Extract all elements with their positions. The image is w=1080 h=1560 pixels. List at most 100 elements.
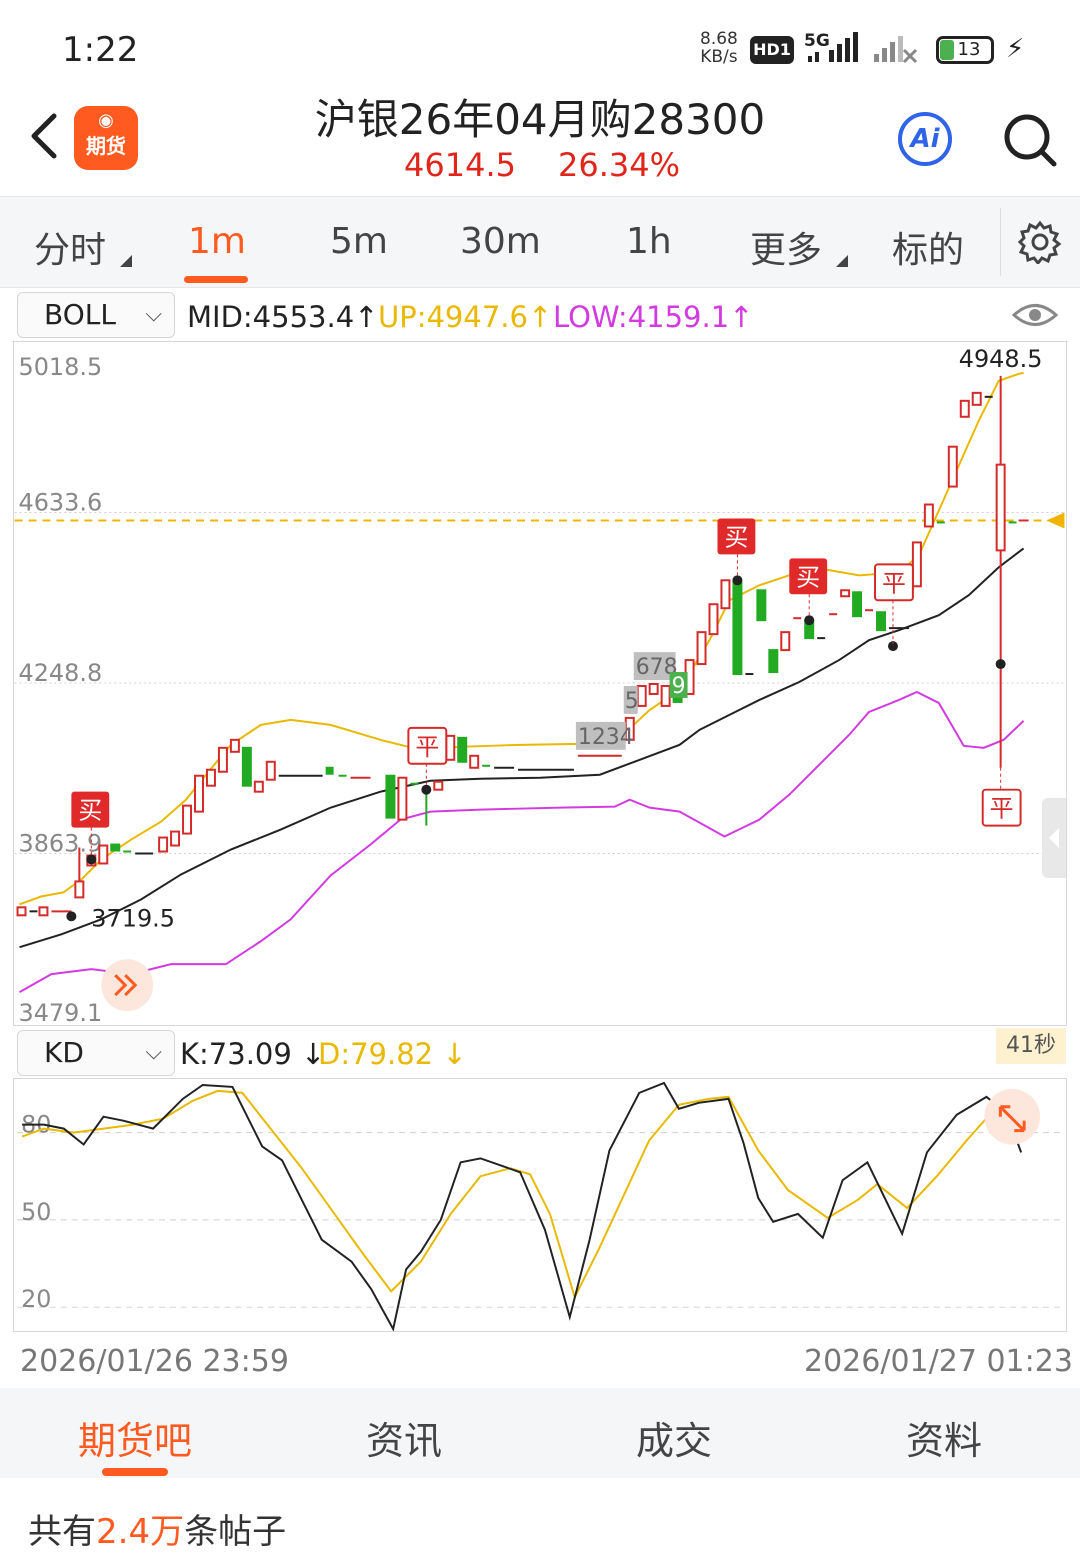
charging-icon: ⚡ [1006, 34, 1025, 64]
close-signal-badge [874, 563, 914, 602]
network-speed-unit: KB/s [700, 47, 738, 67]
candle [959, 399, 970, 418]
candle [720, 579, 731, 610]
sequence-label-bg [623, 685, 638, 714]
sequence-label: 1234 [578, 725, 634, 750]
sequence-label-bg [669, 672, 688, 698]
candle [445, 734, 456, 761]
change-percent: 26.34% [558, 146, 681, 184]
sequence-label: 9 [672, 674, 686, 699]
timeshare-dropdown-icon [120, 255, 132, 267]
ai-assistant-button[interactable]: Ai [898, 112, 952, 166]
back-arrow-icon[interactable] [24, 110, 64, 162]
period-tab-bar: 分时 1m 5m 30m 1h 更多 标的 [0, 196, 1080, 288]
close-signal-text: 平 [990, 795, 1014, 823]
kd-axis-label: 50 [21, 1198, 51, 1226]
tab-divider [1000, 208, 1001, 276]
kd-d-value: D:79.82 ↓ [318, 1037, 467, 1071]
low-price-label: 3719.5 [91, 904, 175, 932]
buy-signal-text: 买 [724, 523, 748, 551]
candle [923, 503, 934, 528]
candle [385, 774, 396, 819]
buy-signal-text: 买 [796, 563, 820, 591]
current-price-marker [1046, 512, 1065, 529]
chevron-left-icon [1049, 828, 1059, 848]
candle [98, 844, 109, 865]
signal-dots [66, 575, 1006, 922]
more-dropdown-icon [836, 255, 848, 267]
search-icon[interactable] [1002, 112, 1058, 168]
high-price-label: 4948.5 [959, 345, 1043, 373]
candle [158, 836, 169, 853]
chevron-down-icon: ⌵ [145, 1040, 162, 1065]
price-axis-label: 3863.9 [19, 830, 103, 858]
post-count-prefix: 共有 [28, 1512, 96, 1552]
tab-underlying[interactable]: 标的 [892, 230, 965, 271]
candle [708, 603, 719, 636]
candle [648, 683, 659, 695]
current-price: 4614.5 [404, 146, 516, 184]
candle [696, 631, 707, 666]
candle [253, 780, 264, 793]
page-title: 沪银26年04月购28300 [314, 95, 766, 144]
buy-signal-badge [789, 558, 828, 595]
candle [16, 906, 27, 917]
candle [433, 780, 444, 791]
kd-k-line [22, 1081, 1023, 1331]
candle [768, 649, 779, 674]
post-count: 共有2.4万条帖子 [28, 1504, 286, 1553]
logo-text: 期货 [86, 134, 126, 158]
bottom-tab-bar: 期货吧 资讯 成交 资料 [0, 1388, 1080, 1478]
battery-level [940, 40, 954, 60]
candle [947, 445, 958, 488]
close-signal-badge [407, 726, 448, 765]
tab-news[interactable]: 资讯 [366, 1419, 443, 1463]
boll-mid-line [19, 547, 1025, 949]
candle [469, 754, 480, 769]
candlestick-chart[interactable]: 5018.5 4633.6 4248.8 3863.9 3479.1 [13, 341, 1067, 1026]
main-indicator-select[interactable]: BOLL ⌵ [17, 292, 175, 338]
tab-timeshare[interactable]: 分时 [34, 230, 107, 271]
close-signal-badge [981, 788, 1022, 827]
candle [325, 766, 334, 775]
tab-profile[interactable]: 资料 [906, 1419, 983, 1463]
logo-bird-icon: ◉ [98, 110, 114, 131]
boll-low-line [19, 690, 1025, 993]
hd-badge: HD1 [750, 36, 794, 64]
kd-chart[interactable]: 80 50 20 [13, 1078, 1067, 1332]
main-indicator-value: BOLL [44, 298, 116, 331]
candle [911, 541, 922, 588]
buy-signal-text: 买 [78, 797, 102, 825]
post-count-number: 2.4万 [96, 1512, 185, 1552]
tab-1h[interactable]: 1h [626, 221, 672, 262]
double-chevron-right-icon [114, 974, 138, 997]
tab-30m[interactable]: 30m [460, 221, 541, 262]
sub-indicator-select[interactable]: KD ⌵ [17, 1030, 175, 1076]
bottom-tab-active-indicator [102, 1468, 168, 1476]
tab-5m[interactable]: 5m [330, 221, 388, 262]
battery-percent: 13 [957, 39, 981, 60]
kd-d-line [21, 1089, 1027, 1300]
sequence-label-bg [575, 721, 626, 750]
candle [636, 684, 647, 707]
expand-arrows-icon [998, 1105, 1026, 1133]
chevron-down-icon: ⌵ [145, 302, 162, 327]
close-signal-text: 平 [415, 733, 439, 761]
price-axis-label: 4248.8 [19, 659, 103, 687]
battery-icon [936, 36, 994, 64]
candle [995, 463, 1006, 552]
tab-more[interactable]: 更多 [750, 230, 823, 271]
futures-app-logo[interactable]: ◉ 期货 [74, 106, 138, 170]
tab-trades[interactable]: 成交 [636, 1419, 713, 1463]
tab-futures-forum[interactable]: 期货吧 [78, 1419, 193, 1463]
tab-1m[interactable]: 1m [188, 221, 246, 262]
boll-mid: MID:4553.4↑ [187, 300, 379, 334]
eye-icon[interactable] [1012, 300, 1058, 330]
gear-icon[interactable] [1018, 220, 1062, 264]
close-signal-text: 平 [882, 569, 906, 597]
signal-icon: 5G [804, 31, 918, 64]
candle [971, 391, 982, 406]
price-gridlines [14, 512, 1066, 855]
tab-active-indicator [184, 276, 248, 283]
boll-up: UP:4947.6↑ [378, 300, 553, 334]
